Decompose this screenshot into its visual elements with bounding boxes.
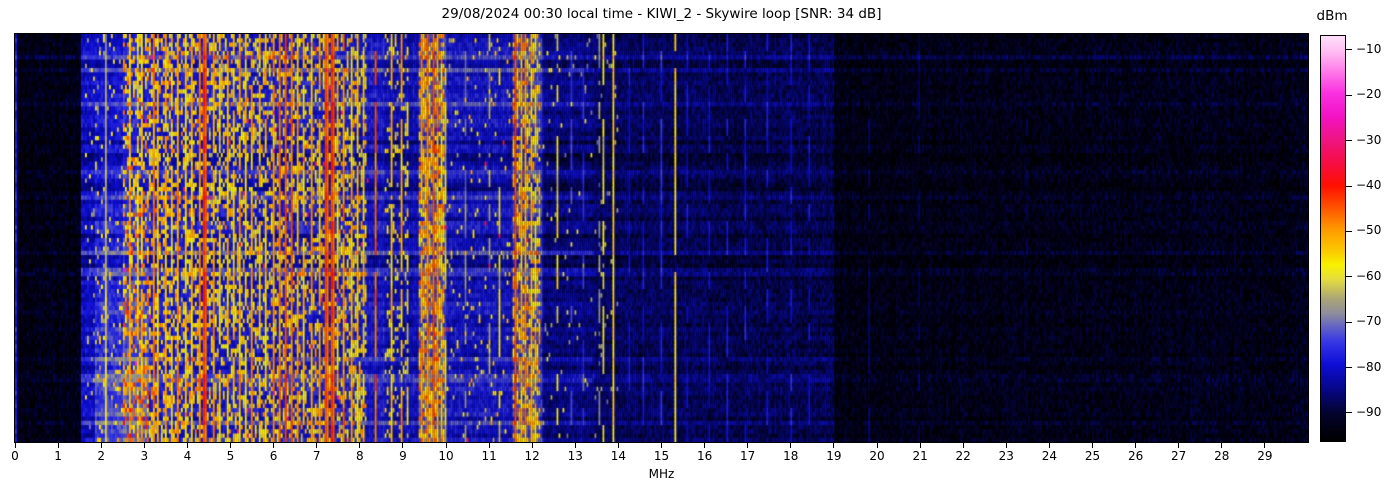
- colorbar-tick-mark: [1346, 367, 1352, 369]
- x-tick-mark: [1005, 443, 1007, 448]
- x-tick-label: 22: [955, 449, 971, 463]
- x-tick-label: 5: [226, 449, 235, 463]
- colorbar-title: dBm: [1316, 8, 1348, 24]
- colorbar: [1320, 35, 1346, 442]
- x-tick-label: 28: [1214, 449, 1230, 463]
- x-tick-label: 19: [826, 449, 842, 463]
- x-tick-mark: [316, 443, 318, 448]
- x-tick-mark: [1221, 443, 1223, 448]
- x-tick-label: 14: [610, 449, 627, 463]
- x-tick-label: 16: [696, 449, 713, 463]
- x-tick-label: 8: [355, 449, 364, 463]
- x-tick-mark: [790, 443, 792, 448]
- colorbar-tick-mark: [1346, 230, 1352, 232]
- colorbar-tick-label: −30: [1356, 132, 1382, 147]
- x-tick-label: 23: [998, 449, 1014, 463]
- colorbar-tick-label: −40: [1356, 178, 1382, 193]
- x-tick-mark: [962, 443, 964, 448]
- x-tick-mark: [1264, 443, 1266, 448]
- x-tick-label: 1: [54, 449, 62, 463]
- x-tick-label: 11: [481, 449, 497, 463]
- x-tick-label: 20: [869, 449, 885, 463]
- x-tick-mark: [617, 443, 619, 448]
- x-tick-label: 25: [1084, 449, 1101, 463]
- colorbar-tick-mark: [1346, 276, 1352, 278]
- colorbar-tick-mark: [1346, 412, 1352, 414]
- x-tick-mark: [143, 443, 145, 448]
- x-tick-label: 26: [1127, 449, 1144, 463]
- colorbar-tick-mark: [1346, 140, 1352, 142]
- x-tick-mark: [402, 443, 404, 448]
- x-tick-mark: [57, 443, 59, 448]
- x-tick-mark: [230, 443, 231, 448]
- x-tick-label: 17: [740, 449, 756, 463]
- x-tick-mark: [1135, 443, 1137, 448]
- x-tick-mark: [100, 443, 102, 448]
- x-tick-label: 18: [783, 449, 799, 463]
- x-tick-mark: [833, 443, 835, 448]
- colorbar-tick-mark: [1346, 185, 1352, 187]
- colorbar-tick-label: −70: [1356, 314, 1382, 329]
- x-tick-label: 9: [399, 449, 407, 463]
- x-tick-label: 3: [140, 449, 149, 463]
- x-axis-title: MHz: [648, 467, 675, 481]
- spectrogram-canvas: [15, 34, 1308, 442]
- colorbar-gradient: [1321, 36, 1345, 441]
- colorbar-tick-label: −90: [1356, 404, 1382, 419]
- chart-title: 29/08/2024 00:30 local time - KIWI_2 - S…: [441, 6, 882, 22]
- x-tick-mark: [445, 443, 447, 448]
- x-tick-label: 27: [1171, 449, 1187, 463]
- colorbar-tick-mark: [1346, 321, 1352, 323]
- x-tick-label: 24: [1041, 449, 1058, 463]
- x-tick-mark: [876, 443, 878, 448]
- x-tick-mark: [661, 443, 662, 448]
- x-tick-mark: [704, 443, 706, 448]
- colorbar-tick-label: −50: [1356, 223, 1382, 238]
- colorbar-tick-label: −60: [1356, 268, 1382, 283]
- x-tick-mark: [919, 443, 921, 448]
- x-tick-mark: [1048, 443, 1050, 448]
- x-tick-mark: [488, 443, 490, 448]
- plot-area: [14, 33, 1309, 443]
- x-tick-label: 29: [1257, 449, 1273, 463]
- x-tick-label: 6: [269, 449, 278, 463]
- x-tick-label: 2: [97, 449, 105, 463]
- x-tick-mark: [273, 443, 275, 448]
- x-tick-label: 10: [438, 449, 454, 463]
- colorbar-tick-mark: [1346, 94, 1352, 96]
- x-tick-label: 13: [567, 449, 583, 463]
- x-tick-mark: [359, 443, 361, 448]
- x-tick-label: 0: [11, 449, 19, 463]
- x-tick-mark: [531, 443, 533, 448]
- x-tick-label: 4: [183, 449, 192, 463]
- x-tick-mark: [1092, 443, 1093, 448]
- x-tick-label: 15: [653, 449, 670, 463]
- colorbar-tick-label: −20: [1356, 87, 1382, 102]
- x-tick-label: 21: [912, 449, 928, 463]
- x-tick-mark: [1178, 443, 1180, 448]
- x-tick-mark: [574, 443, 576, 448]
- x-tick-label: 12: [524, 449, 540, 463]
- x-tick-mark: [14, 443, 16, 448]
- x-tick-label: 7: [312, 449, 321, 463]
- x-tick-mark: [747, 443, 749, 448]
- x-tick-mark: [186, 443, 188, 448]
- colorbar-tick-label: −80: [1356, 359, 1382, 374]
- colorbar-tick-label: −10: [1356, 41, 1382, 56]
- colorbar-tick-mark: [1346, 49, 1352, 51]
